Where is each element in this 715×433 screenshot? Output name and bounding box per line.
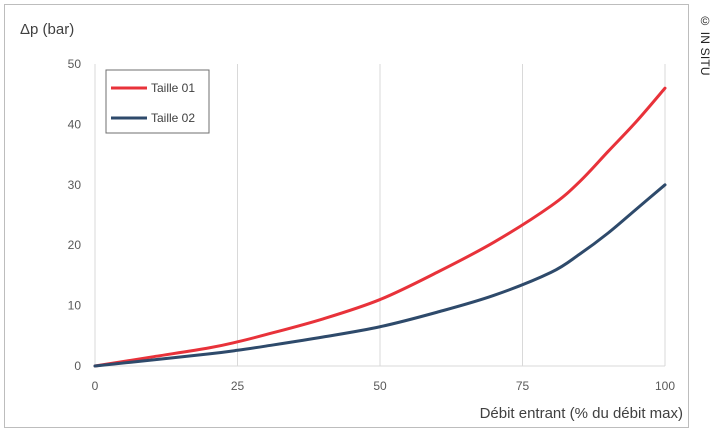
y-tick-label: 0 xyxy=(74,359,81,373)
legend-box xyxy=(105,69,210,134)
copyright-notice: © IN SITU xyxy=(698,14,712,76)
grid-lines xyxy=(94,64,666,367)
y-tick-label: 20 xyxy=(68,238,82,252)
x-axis-title: Débit entrant (% du débit max) xyxy=(480,405,683,422)
y-tick-labels: 0 10 20 30 40 50 xyxy=(68,57,82,373)
y-axis-title: Δp (bar) xyxy=(20,21,74,38)
x-tick-labels: 0 25 50 75 100 xyxy=(92,379,676,393)
x-tick-label: 50 xyxy=(373,379,387,393)
series-line-taille-02 xyxy=(93,183,667,368)
series-lines xyxy=(93,86,667,368)
legend: Taille 01 Taille 02 xyxy=(105,69,210,134)
y-tick-label: 50 xyxy=(68,57,82,71)
legend-label-taille-02: Taille 02 xyxy=(151,111,195,125)
y-tick-label: 30 xyxy=(68,178,82,192)
y-tick-label: 10 xyxy=(68,299,82,313)
x-tick-label: 75 xyxy=(516,379,530,393)
series-line-taille-01 xyxy=(93,86,667,368)
x-tick-label: 0 xyxy=(92,379,99,393)
x-tick-label: 100 xyxy=(655,379,675,393)
legend-label-taille-01: Taille 01 xyxy=(151,81,195,95)
x-tick-label: 25 xyxy=(231,379,245,393)
y-tick-label: 40 xyxy=(68,117,82,131)
